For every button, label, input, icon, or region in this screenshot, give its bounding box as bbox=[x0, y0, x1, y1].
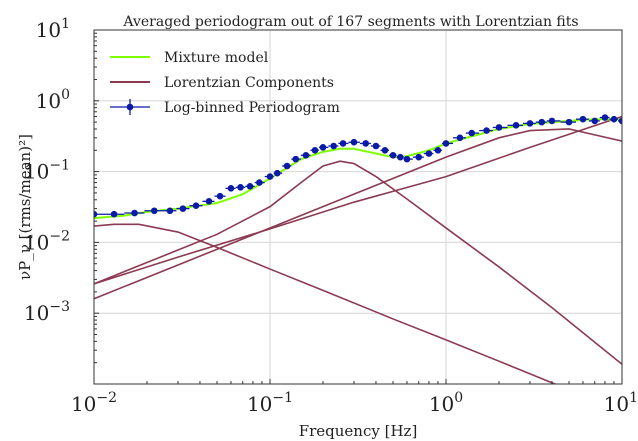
chart-title: Averaged periodogram out of 167 segments… bbox=[122, 14, 578, 30]
x-tick-label: 100 bbox=[429, 390, 463, 416]
periodogram-point bbox=[415, 153, 423, 161]
periodogram-point bbox=[512, 122, 520, 129]
periodogram-point bbox=[538, 118, 546, 126]
periodogram-point bbox=[311, 146, 319, 154]
periodogram-point bbox=[397, 153, 404, 161]
legend-label: Mixture model bbox=[164, 50, 269, 66]
periodogram-point bbox=[548, 117, 556, 125]
periodogram-point bbox=[618, 117, 622, 125]
periodogram-point bbox=[283, 162, 291, 170]
periodogram-point bbox=[227, 185, 235, 192]
periodogram-point bbox=[579, 115, 587, 123]
legend: Mixture model Lorentzian Components Log-bi… bbox=[110, 50, 340, 116]
periodogram-point bbox=[372, 142, 380, 150]
periodogram-point bbox=[350, 138, 358, 146]
periodogram-point bbox=[381, 146, 389, 154]
periodogram-point bbox=[150, 207, 158, 215]
periodogram-point bbox=[425, 150, 433, 157]
periodogram-point bbox=[403, 155, 411, 163]
mixture-model-line bbox=[94, 118, 622, 220]
periodogram-point bbox=[237, 184, 244, 191]
periodogram-point bbox=[246, 182, 254, 190]
periodogram-point bbox=[339, 140, 347, 147]
periodogram-point bbox=[456, 134, 464, 142]
x-tick-label: 10−1 bbox=[247, 390, 293, 416]
y-tick-label: 101 bbox=[36, 16, 70, 42]
periodogram-point bbox=[330, 142, 337, 150]
periodogram-point bbox=[526, 120, 534, 127]
legend-swatch-periodogram bbox=[126, 103, 134, 111]
periodogram-point bbox=[256, 179, 263, 186]
periodogram-point bbox=[601, 114, 609, 121]
axis-ticks: 10−2 10−1 100 101 101 100 10−1 10−2 10−3 bbox=[24, 16, 638, 416]
periodogram-point bbox=[216, 192, 224, 200]
periodogram-point bbox=[468, 129, 476, 137]
plot-series bbox=[94, 114, 622, 384]
periodogram-point bbox=[319, 144, 327, 151]
lorentzian-component bbox=[94, 160, 622, 365]
periodogram-point bbox=[273, 169, 281, 177]
y-tick-label: 10−2 bbox=[24, 228, 70, 254]
x-tick-label: 101 bbox=[604, 390, 638, 416]
periodogram-point bbox=[292, 155, 300, 163]
periodogram-point bbox=[192, 202, 200, 209]
lorentzian-component bbox=[94, 115, 622, 285]
periodogram-point bbox=[131, 209, 138, 217]
periodogram-point bbox=[442, 140, 450, 147]
x-tick-label: 10−2 bbox=[71, 390, 117, 416]
periodogram-point bbox=[205, 198, 213, 205]
periodogram-point bbox=[565, 118, 573, 126]
periodogram-point bbox=[266, 173, 274, 180]
periodogram-point bbox=[302, 151, 310, 159]
periodogram-point bbox=[610, 115, 618, 123]
y-tick-label: 10−3 bbox=[24, 299, 70, 325]
periodogram-point bbox=[110, 210, 118, 218]
periodogram-point bbox=[166, 207, 174, 215]
x-axis-label: Frequency [Hz] bbox=[299, 422, 418, 440]
lorentzian-component bbox=[94, 128, 622, 300]
legend-label: Log-binned Periodogram bbox=[164, 100, 340, 116]
periodogram-point bbox=[591, 117, 599, 125]
periodogram-point bbox=[495, 124, 503, 131]
periodogram-point bbox=[179, 205, 187, 212]
periodogram-point bbox=[389, 151, 397, 159]
periodogram-point bbox=[94, 210, 98, 218]
periodogram-point bbox=[434, 146, 442, 154]
periodogram-point bbox=[483, 127, 490, 134]
periodogram-point bbox=[362, 140, 370, 147]
legend-label: Lorentzian Components bbox=[164, 75, 334, 91]
y-axis-label: νP_ν [(rms/mean)²] bbox=[16, 134, 34, 280]
y-tick-label: 10−1 bbox=[24, 158, 70, 184]
plot-frame bbox=[93, 29, 623, 385]
lorentzian-component bbox=[94, 223, 558, 384]
y-tick-label: 100 bbox=[36, 87, 70, 113]
